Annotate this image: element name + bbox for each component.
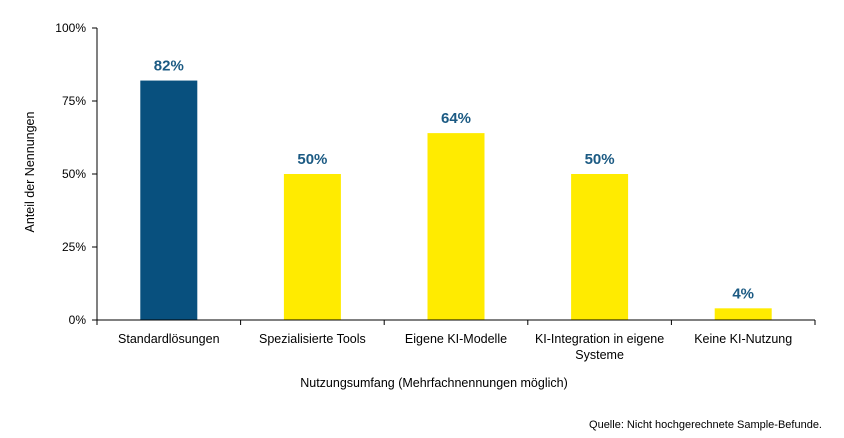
data-label: 4% — [732, 285, 754, 302]
data-label: 64% — [441, 110, 471, 127]
y-tick-label: 50% — [62, 167, 86, 181]
data-label: 82% — [154, 58, 184, 75]
data-label: 50% — [297, 151, 327, 168]
x-tick-label: Eigene KI-Modelle — [405, 332, 507, 346]
y-axis-title: Anteil der Nennungen — [23, 111, 37, 232]
bar-group — [140, 80, 772, 320]
y-tick-group: 0% 25% 50% 75% 100% — [55, 21, 97, 327]
y-tick-label: 25% — [62, 240, 86, 254]
bar — [571, 174, 629, 320]
bar — [427, 133, 485, 320]
x-tick-label: Spezialisierte Tools — [259, 332, 366, 346]
y-tick-label: 0% — [69, 313, 87, 327]
x-tick-label: KI-Integration in eigene — [535, 332, 664, 346]
bar — [714, 308, 772, 320]
x-tick-label: Systeme — [575, 348, 624, 362]
bar — [283, 174, 341, 320]
source-note: Quelle: Nicht hochgerechnete Sample-Befu… — [589, 419, 822, 431]
category-label-group: Standardlösungen Spezialisierte Tools Eige… — [118, 332, 792, 362]
y-tick-label: 100% — [55, 21, 86, 35]
x-tick-label: Standardlösungen — [118, 332, 220, 346]
x-tick-group — [96, 320, 816, 325]
bar — [140, 80, 198, 320]
y-tick-label: 75% — [62, 94, 86, 108]
data-label-group: 82% 50% 64% 50% 4% — [154, 58, 754, 303]
x-axis-title: Nutzungsumfang (Mehrfachnennungen möglic… — [300, 376, 568, 390]
data-label: 50% — [585, 151, 615, 168]
x-tick-label: Keine KI-Nutzung — [694, 332, 792, 346]
